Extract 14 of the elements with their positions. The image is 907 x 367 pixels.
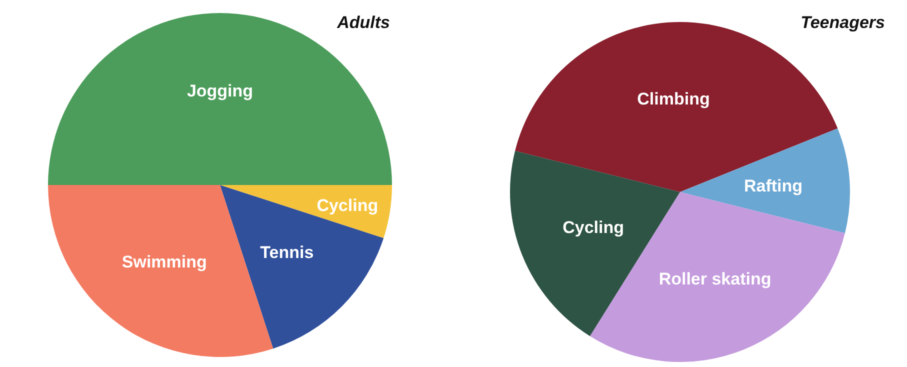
pie-slice [220,185,384,349]
slice-label: Tennis [260,242,314,262]
slice-label: Rafting [744,176,803,196]
slice-label: Swimming [122,252,207,272]
slice-label: Roller skating [658,270,772,289]
slice-label: Cycling [562,218,624,237]
chart-title: Teenagers [800,13,885,32]
chart-title: Adults [336,13,390,32]
slice-label: Cycling [316,196,378,216]
pie-slice [48,13,392,185]
pie-slice [220,185,392,238]
slice-label: Climbing [637,90,710,109]
pie-slice [680,128,850,234]
slice-label: Jogging [186,81,254,100]
